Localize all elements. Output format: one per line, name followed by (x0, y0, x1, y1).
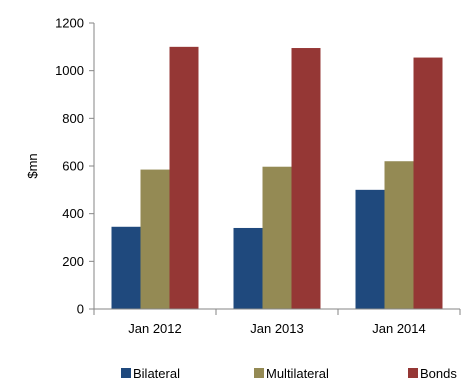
x-tick-label: Jan 2012 (128, 321, 182, 336)
legend-swatch-bonds (408, 368, 418, 378)
y-axis-ticks: 0 200 400 600 800 1000 1200 (55, 16, 94, 317)
legend: Bilateral Multilateral Bonds (121, 366, 457, 381)
bar-bilateral-jan-2013 (233, 227, 263, 309)
bar-bilateral-jan-2014 (355, 189, 385, 309)
legend-label-bilateral: Bilateral (133, 366, 180, 381)
legend-swatch-multilateral (254, 368, 264, 378)
x-tick-label: Jan 2014 (372, 321, 426, 336)
legend-label-bonds: Bonds (420, 366, 457, 381)
legend-swatch-bilateral (121, 368, 131, 378)
bar-multilateral-jan-2013 (262, 166, 292, 309)
x-tick-label: Jan 2013 (250, 321, 304, 336)
bars (111, 46, 443, 310)
y-tick-label: 600 (62, 159, 84, 174)
bar-bonds-jan-2013 (291, 48, 321, 310)
x-axis-ticks: Jan 2012 Jan 2013 Jan 2014 (93, 309, 461, 336)
y-tick-label: 1200 (55, 16, 84, 31)
y-tick-label: 1000 (55, 63, 84, 78)
y-tick-label: 400 (62, 206, 84, 221)
legend-label-multilateral: Multilateral (266, 366, 329, 381)
bar-bonds-jan-2014 (413, 57, 443, 309)
bar-multilateral-jan-2014 (384, 161, 414, 309)
y-tick-label: 0 (77, 302, 84, 317)
y-axis-title: $mn (25, 153, 40, 178)
bar-multilateral-jan-2012 (140, 169, 170, 309)
y-tick-label: 200 (62, 254, 84, 269)
y-tick-label: 800 (62, 111, 84, 126)
bar-bilateral-jan-2012 (111, 226, 141, 309)
bar-bonds-jan-2012 (169, 46, 199, 309)
